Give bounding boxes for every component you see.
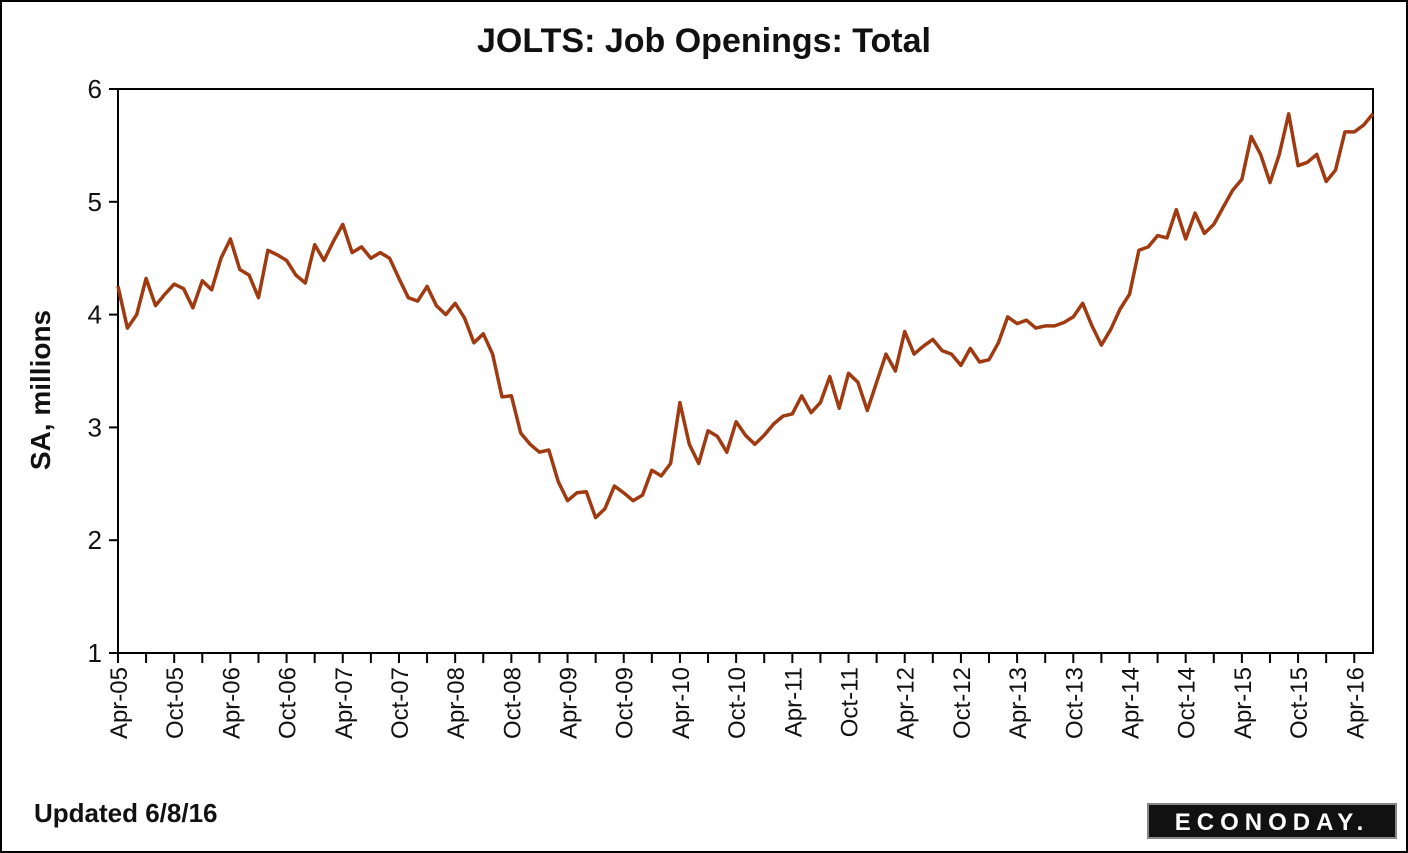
x-tick-label: Apr-12 bbox=[893, 667, 920, 739]
x-tick-label: Apr-16 bbox=[1342, 667, 1369, 739]
x-tick-label: Apr-09 bbox=[556, 667, 583, 739]
updated-note: Updated 6/8/16 bbox=[34, 798, 218, 828]
x-tick-label: Oct-08 bbox=[499, 667, 526, 739]
y-tick-label: 3 bbox=[88, 412, 102, 442]
x-tick-label: Oct-05 bbox=[162, 667, 189, 739]
x-tick-label: Oct-07 bbox=[387, 667, 414, 739]
series-line-job-openings bbox=[116, 112, 1375, 520]
x-tick-label: Apr-14 bbox=[1117, 667, 1144, 739]
x-tick-label: Apr-13 bbox=[1005, 667, 1032, 739]
x-tick-label: Apr-05 bbox=[106, 667, 133, 739]
x-tick-label: Oct-15 bbox=[1286, 667, 1313, 739]
x-tick-label: Oct-13 bbox=[1061, 667, 1088, 739]
axes bbox=[117, 88, 1374, 654]
x-tick-label: Oct-09 bbox=[612, 667, 639, 739]
x-tick-label: Oct-12 bbox=[949, 667, 976, 739]
plot-area bbox=[117, 88, 1374, 654]
y-tick-label: 6 bbox=[88, 74, 102, 104]
x-tick-label: Oct-06 bbox=[275, 667, 302, 739]
x-tick-label: Apr-10 bbox=[668, 667, 695, 739]
y-tick-label: 4 bbox=[88, 300, 102, 330]
x-tick-label: Apr-06 bbox=[218, 667, 245, 739]
econoday-logo-text: ECONODAY. bbox=[1174, 809, 1370, 836]
x-tick-label: Oct-11 bbox=[837, 667, 864, 737]
y-tick-label: 1 bbox=[88, 638, 102, 668]
y-axis-title: SA, millions bbox=[25, 310, 56, 470]
x-tick-label: Oct-10 bbox=[724, 667, 751, 739]
y-tick-label: 2 bbox=[88, 525, 102, 555]
econoday-logo: ECONODAY. bbox=[1147, 803, 1397, 839]
y-tick-label: 5 bbox=[88, 187, 102, 217]
x-tick-label: Apr-07 bbox=[331, 667, 358, 739]
x-tick-label: Apr-15 bbox=[1230, 667, 1257, 739]
x-axis-ticks: Apr-05 Oct-05 Apr-06 Oct-06 Apr-07 Oct-07 Apr-… bbox=[106, 653, 1369, 739]
chart-title: JOLTS: Job Openings: Total bbox=[477, 22, 931, 60]
y-axis-ticks: 1 2 3 4 5 6 bbox=[88, 74, 118, 668]
x-tick-label: Apr-11 bbox=[780, 667, 807, 737]
x-tick-label: Apr-08 bbox=[443, 667, 470, 739]
x-tick-label: Oct-14 bbox=[1174, 667, 1201, 739]
